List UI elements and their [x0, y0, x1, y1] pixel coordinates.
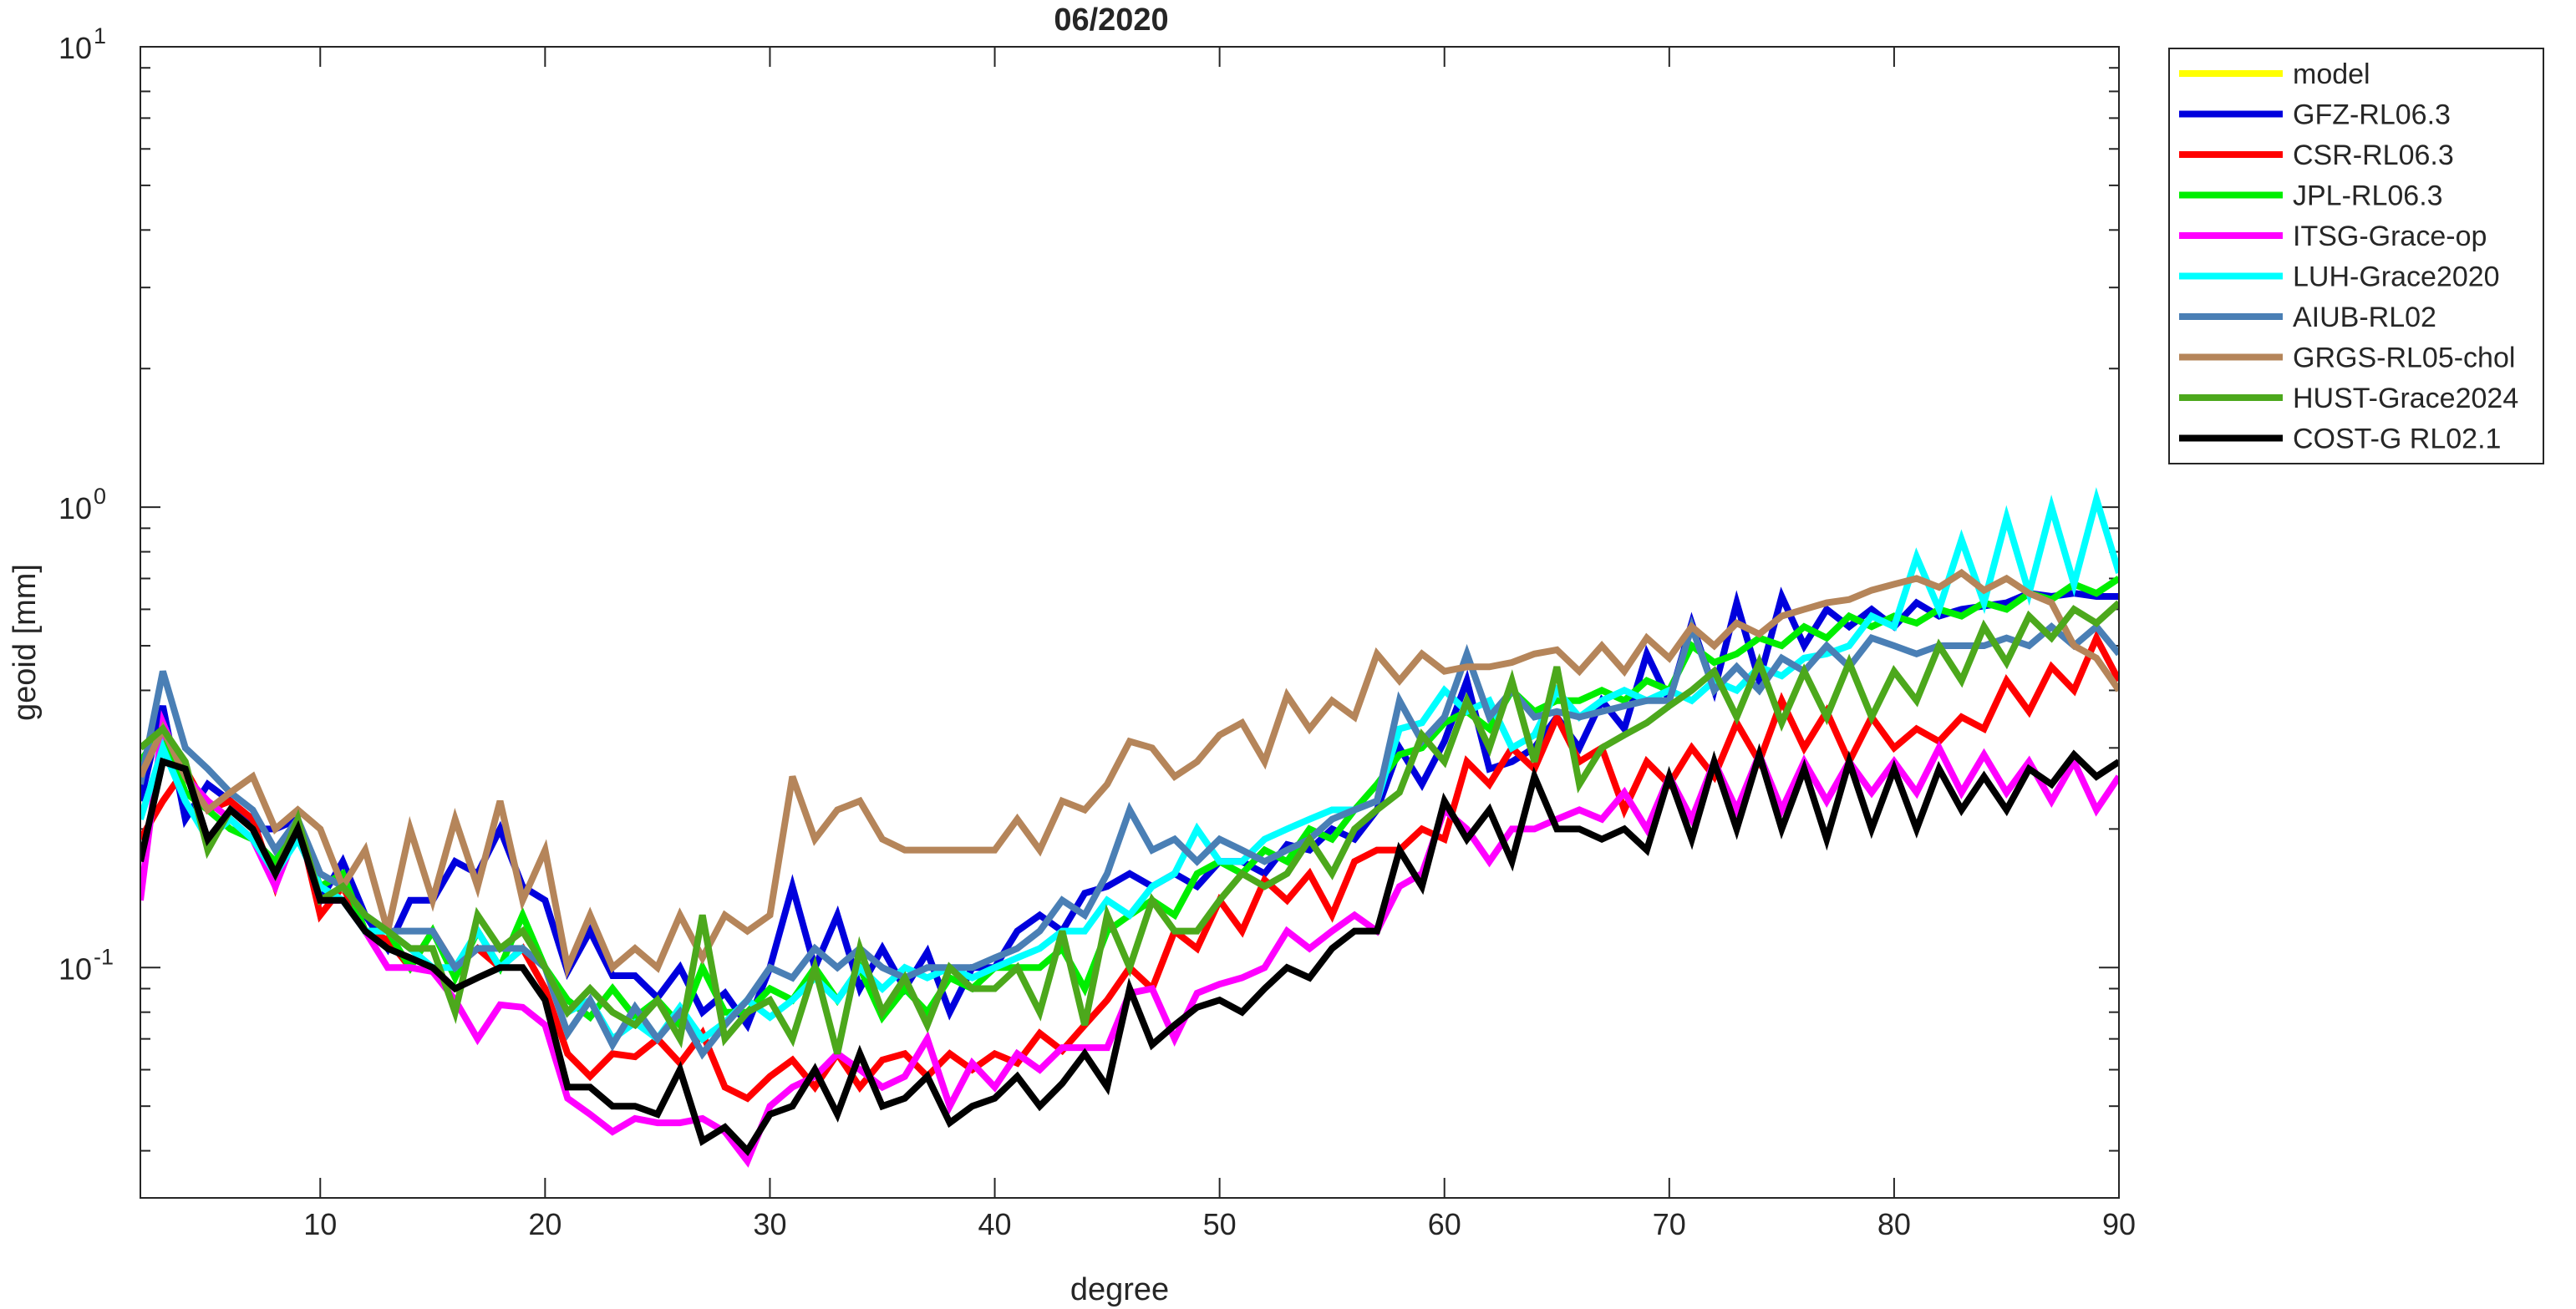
legend-label: AIUB-RL02: [2293, 302, 2436, 333]
legend-label: CSR-RL06.3: [2293, 140, 2454, 171]
legend-label: GFZ-RL06.3: [2293, 99, 2451, 131]
legend: model GFZ-RL06.3 CSR-RL06.3 JPL-RL06.3 ITSG-…: [2168, 48, 2544, 464]
x-tick-label: 60: [1428, 1207, 1461, 1241]
y-tick-label-base: 10: [58, 31, 92, 65]
series-line: [140, 600, 2119, 1055]
series-line: [140, 568, 2119, 979]
y-tick-label-base: 10: [58, 951, 92, 986]
x-tick-label: 20: [528, 1207, 561, 1241]
x-tick-label: 70: [1653, 1207, 1686, 1241]
y-tick-label-exponent: 0: [94, 484, 106, 509]
series-line: [140, 743, 2119, 1157]
x-tick-label: 50: [1203, 1207, 1237, 1241]
legend-label: HUST-Grace2024: [2293, 383, 2518, 414]
legend-label: JPL-RL06.3: [2293, 180, 2443, 212]
y-tick-label-exponent: 1: [94, 23, 106, 48]
legend-label: GRGS-RL05-chol: [2293, 342, 2515, 374]
legend-label: ITSG-Grace-op: [2293, 221, 2487, 252]
x-tick-label: 30: [753, 1207, 786, 1241]
legend-label: COST-G RL02.1: [2293, 424, 2501, 455]
x-tick-label: 90: [2102, 1207, 2136, 1241]
x-tick-label: 80: [1877, 1207, 1911, 1241]
x-axis-label: degree: [1070, 1272, 1169, 1307]
y-axis-label: geoid [mm]: [8, 564, 43, 721]
axes-box: [140, 46, 2120, 1199]
y-tick-label-base: 10: [58, 491, 92, 525]
legend-label: LUH-Grace2020: [2293, 261, 2500, 293]
y-tick-label-exponent: -1: [94, 944, 114, 969]
legend-label: model: [2293, 58, 2370, 90]
chart-title: 06/2020: [1054, 3, 1168, 38]
x-tick-label: 40: [978, 1207, 1012, 1241]
x-tick-label: 10: [303, 1207, 337, 1241]
series-lines: [140, 487, 2119, 1168]
